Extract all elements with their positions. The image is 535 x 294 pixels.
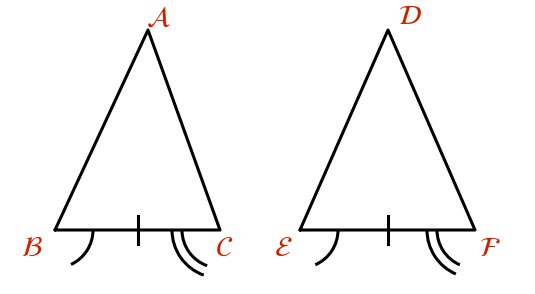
Text: $\mathcal{B}$: $\mathcal{B}$ (21, 235, 43, 261)
Text: $\mathcal{F}$: $\mathcal{F}$ (479, 235, 501, 261)
Text: $\mathcal{A}$: $\mathcal{A}$ (146, 4, 170, 31)
Text: $\mathcal{C}$: $\mathcal{C}$ (215, 235, 233, 261)
Text: $\mathcal{D}$: $\mathcal{D}$ (398, 3, 422, 29)
Text: $\mathcal{E}$: $\mathcal{E}$ (274, 235, 292, 261)
